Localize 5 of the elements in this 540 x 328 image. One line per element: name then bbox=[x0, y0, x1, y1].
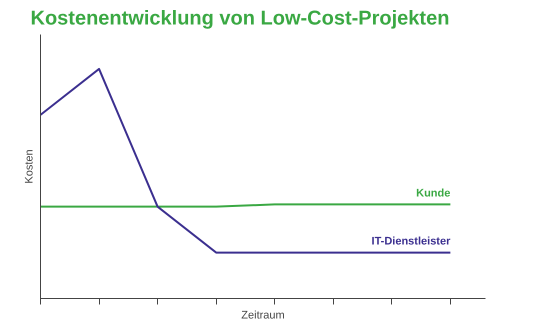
series-label: Kunde bbox=[416, 187, 450, 200]
x-axis-title: Zeitraum bbox=[241, 310, 285, 322]
series-label: IT-Dienstleister bbox=[372, 236, 452, 248]
chart-title: Kostenentwicklung von Low-Cost-Projekten bbox=[30, 8, 450, 30]
y-axis-title: Kosten bbox=[24, 149, 36, 184]
